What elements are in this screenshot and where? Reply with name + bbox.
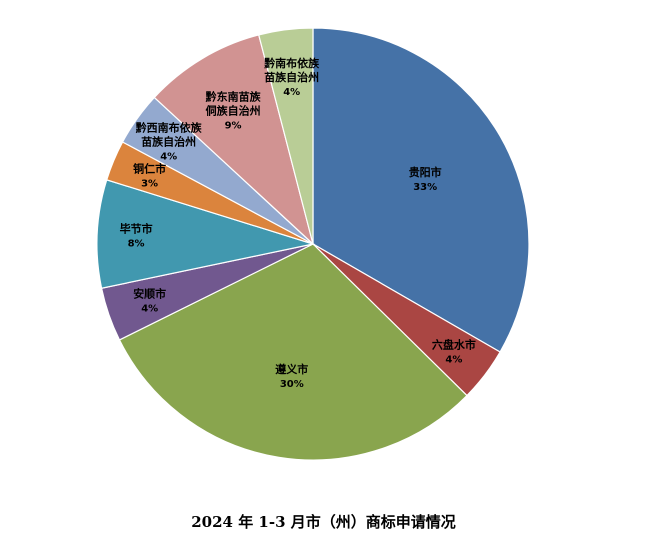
slice-percent-label: 4% bbox=[141, 304, 158, 315]
pie-slice bbox=[153, 34, 315, 246]
slice-percent-label: 4% bbox=[283, 87, 300, 98]
pie-slice bbox=[312, 27, 530, 353]
slice-name-label: 侗族自治州 bbox=[205, 104, 261, 118]
slice-name-label: 六盘水市 bbox=[432, 337, 476, 351]
slice-name-label: 贵阳市 bbox=[409, 165, 442, 179]
slice-percent-label: 4% bbox=[160, 151, 177, 162]
slice-name-label: 遵义市 bbox=[275, 362, 308, 376]
slice-name-label: 铜仁市 bbox=[132, 162, 166, 176]
slice-name-label: 苗族自治州 bbox=[141, 134, 196, 148]
slice-percent-label: 8% bbox=[128, 239, 145, 250]
pie-slices bbox=[96, 27, 530, 461]
slice-name-label: 安顺市 bbox=[133, 287, 166, 301]
pie-slice bbox=[96, 179, 316, 289]
slice-name-label: 黔东南苗族 bbox=[206, 90, 262, 104]
slice-name-label: 黔南布依族 bbox=[264, 56, 320, 70]
slice-percent-label: 3% bbox=[141, 179, 158, 190]
slice-percent-label: 9% bbox=[225, 121, 242, 132]
chart-title: 2024 年 1-3 月市（州）商标申请情况 bbox=[191, 513, 456, 531]
pie-slice bbox=[118, 243, 468, 461]
pie-chart: 贵阳市33%六盘水市4%遵义市30%安顺市4%毕节市8%铜仁市3%黔西南布依族苗… bbox=[96, 27, 530, 461]
slice-percent-label: 33% bbox=[413, 182, 437, 193]
pie-slice bbox=[258, 27, 314, 245]
slice-percent-label: 4% bbox=[445, 354, 462, 365]
slice-name-label: 黔西南布依族 bbox=[136, 120, 203, 134]
slice-percent-label: 30% bbox=[280, 379, 304, 390]
slice-name-label: 毕节市 bbox=[120, 222, 153, 236]
pie-labels: 贵阳市33%六盘水市4%遵义市30%安顺市4%毕节市8%铜仁市3%黔西南布依族苗… bbox=[120, 56, 476, 390]
slice-name-label: 苗族自治州 bbox=[264, 70, 319, 84]
